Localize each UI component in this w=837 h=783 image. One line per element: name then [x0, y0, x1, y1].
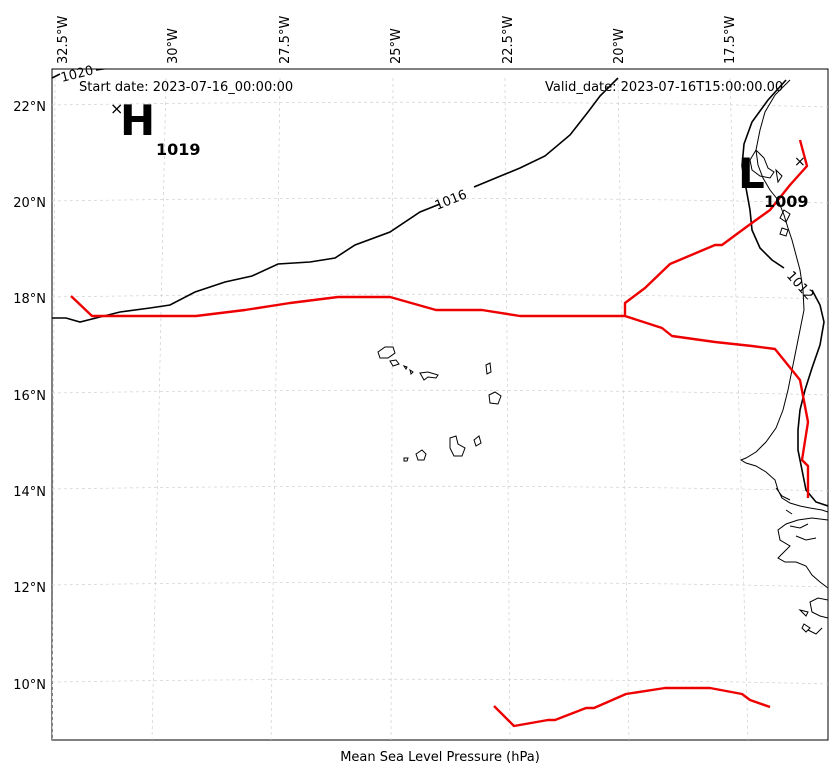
lat-tick-label: 16°N — [13, 389, 46, 404]
lat-tick-label: 14°N — [13, 485, 46, 500]
lon-tick-label: 22.5°W — [501, 16, 516, 64]
lat-tick-label: 22°N — [13, 100, 46, 115]
lat-tick-label: 20°N — [13, 196, 46, 211]
high-pressure-value: 1019 — [156, 140, 201, 159]
isobar-1020 — [52, 69, 109, 79]
islands-north — [749, 149, 791, 237]
low-pressure-symbol: L — [738, 149, 765, 198]
lon-tick-label: 25°W — [389, 28, 404, 64]
track-bottom — [493, 686, 771, 728]
lon-tick-labels: 32.5°W 30°W 27.5°W 25°W 22.5°W 20°W 17.5… — [56, 16, 738, 64]
red-contour — [70, 139, 810, 728]
cape-verde-islands — [377, 346, 502, 462]
lon-tick-label: 27.5°W — [278, 16, 293, 64]
low-center-marker: × — [794, 154, 806, 170]
isobars — [52, 69, 828, 507]
high-pressure-symbol: H — [120, 96, 155, 145]
lat-tick-labels: 22°N 20°N 18°N 16°N 14°N 12°N 10°N — [13, 100, 46, 693]
lon-tick-label: 20°W — [612, 28, 627, 64]
graticule — [52, 77, 828, 740]
coastline-cape-verde-mainland — [775, 487, 823, 635]
isobar-1016 — [52, 77, 619, 323]
lat-tick-label: 18°N — [13, 292, 46, 307]
start-date-label: Start date: 2023-07-16_00:00:00 — [79, 80, 293, 95]
isobar-1012 — [741, 79, 828, 507]
valid-date-label: Valid_date: 2023-07-16T15:00:00.00 — [545, 80, 783, 95]
lat-tick-label: 12°N — [13, 581, 46, 596]
x-axis-label: Mean Sea Level Pressure (hPa) — [340, 750, 540, 765]
high-center-marker: × — [110, 99, 123, 118]
low-pressure-value: 1009 — [764, 192, 809, 211]
coastline-africa-south — [777, 517, 828, 619]
lon-tick-label: 32.5°W — [56, 16, 71, 64]
plot-area — [51, 68, 829, 741]
track-south-branch — [624, 314, 810, 498]
lat-tick-label: 10°N — [13, 678, 46, 693]
lon-tick-label: 30°W — [166, 28, 181, 64]
lon-tick-label: 17.5°W — [723, 16, 738, 64]
